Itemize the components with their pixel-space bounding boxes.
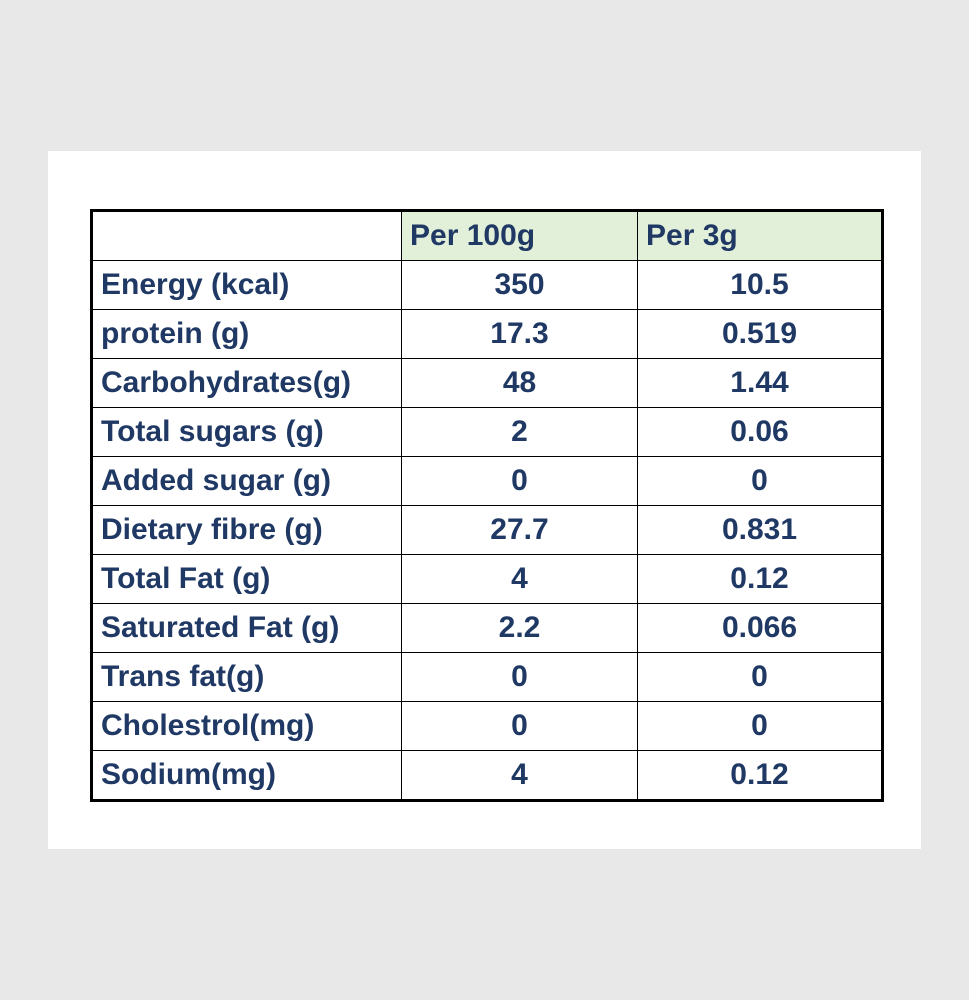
table-row: Sodium(mg) 4 0.12 [91, 750, 883, 801]
header-blank-cell [91, 210, 402, 261]
value-per-3g: 0.12 [637, 750, 883, 801]
nutrient-label: Cholestrol(mg) [91, 701, 402, 751]
table-row: Saturated Fat (g) 2.2 0.066 [91, 603, 883, 653]
value-per-100g: 48 [401, 358, 638, 408]
table-row: Energy (kcal) 350 10.5 [91, 260, 883, 310]
table-row: protein (g) 17.3 0.519 [91, 309, 883, 359]
value-per-3g: 1.44 [637, 358, 883, 408]
nutrient-label: Total sugars (g) [91, 407, 402, 457]
value-per-3g: 0 [637, 456, 883, 506]
value-per-100g: 2 [401, 407, 638, 457]
value-per-100g: 4 [401, 750, 638, 801]
value-per-3g: 0.12 [637, 554, 883, 604]
value-per-100g: 4 [401, 554, 638, 604]
value-per-100g: 2.2 [401, 603, 638, 653]
value-per-100g: 17.3 [401, 309, 638, 359]
nutrient-label: protein (g) [91, 309, 402, 359]
table-row: Cholestrol(mg) 0 0 [91, 701, 883, 751]
value-per-100g: 0 [401, 701, 638, 751]
header-per-100g: Per 100g [401, 210, 638, 261]
table-row: Carbohydrates(g) 48 1.44 [91, 358, 883, 408]
nutrient-label: Carbohydrates(g) [91, 358, 402, 408]
nutrient-label: Trans fat(g) [91, 652, 402, 702]
value-per-100g: 0 [401, 456, 638, 506]
value-per-100g: 350 [401, 260, 638, 310]
value-per-3g: 10.5 [637, 260, 883, 310]
value-per-3g: 0.06 [637, 407, 883, 457]
nutrition-card: Per 100g Per 3g Energy (kcal) 350 10.5 p… [48, 151, 921, 849]
value-per-100g: 0 [401, 652, 638, 702]
table-row: Total Fat (g) 4 0.12 [91, 554, 883, 604]
nutrient-label: Sodium(mg) [91, 750, 402, 801]
nutrient-label: Added sugar (g) [91, 456, 402, 506]
value-per-3g: 0.519 [637, 309, 883, 359]
value-per-3g: 0 [637, 701, 883, 751]
header-row: Per 100g Per 3g [91, 210, 883, 261]
table-row: Added sugar (g) 0 0 [91, 456, 883, 506]
value-per-3g: 0.831 [637, 505, 883, 555]
value-per-3g: 0 [637, 652, 883, 702]
table-row: Dietary fibre (g) 27.7 0.831 [91, 505, 883, 555]
nutrient-label: Saturated Fat (g) [91, 603, 402, 653]
nutrient-label: Energy (kcal) [91, 260, 402, 310]
value-per-3g: 0.066 [637, 603, 883, 653]
table-row: Trans fat(g) 0 0 [91, 652, 883, 702]
table-row: Total sugars (g) 2 0.06 [91, 407, 883, 457]
nutrient-label: Total Fat (g) [91, 554, 402, 604]
nutrient-label: Dietary fibre (g) [91, 505, 402, 555]
header-per-3g: Per 3g [637, 210, 883, 261]
nutrition-table: Per 100g Per 3g Energy (kcal) 350 10.5 p… [90, 209, 884, 802]
value-per-100g: 27.7 [401, 505, 638, 555]
